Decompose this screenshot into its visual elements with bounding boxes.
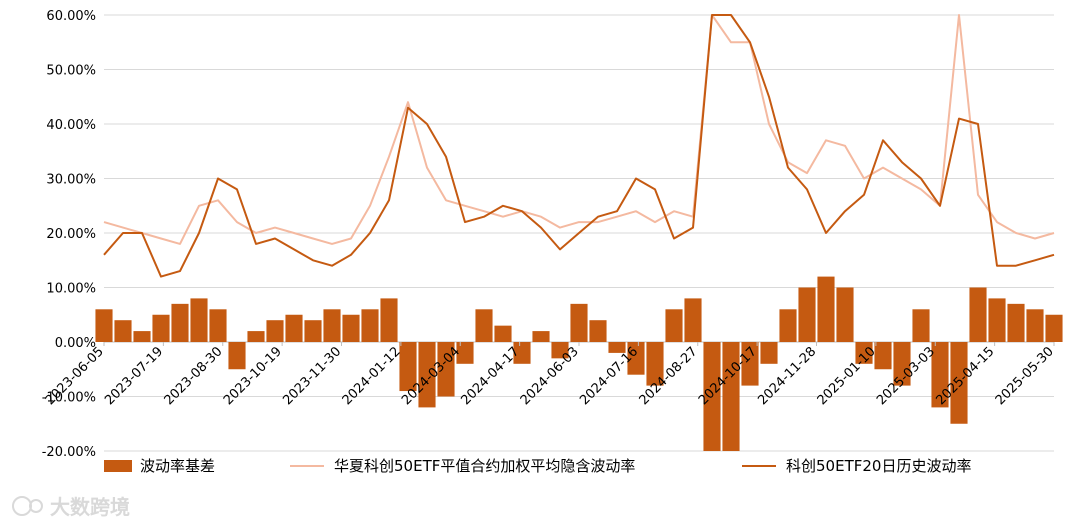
logo-icon [29,499,43,513]
y-axis: -20.00% -10.00% 0.00% 10.00% 20.00% 30.00% 40.… [42,9,96,460]
basis-bars [95,276,1063,451]
implied-vol-line [103,14,1055,245]
basis-bar [551,342,569,359]
basis-bar [779,309,797,342]
x-tick-label: 2024-07-16 [577,344,641,408]
basis-bar [494,325,512,342]
y-tick-label: 0.00% [55,336,96,351]
basis-bar [665,309,683,342]
basis-bar [836,287,854,342]
x-tick-label: 2024-01-12 [340,344,404,408]
basis-bar [608,342,626,353]
basis-bar [285,314,303,342]
y-tick-label: -10.00% [42,391,96,406]
basis-bar [361,309,379,342]
basis-bar [228,342,246,370]
legend-label: 波动率基差 [140,457,215,475]
basis-bar [513,342,531,364]
logo-icon [12,496,32,516]
basis-bar [988,298,1006,342]
basis-bar [570,303,588,342]
basis-bar [931,342,949,408]
basis-bar [950,342,968,424]
y-tick-label: -20.00% [42,445,96,460]
basis-bar [171,303,189,342]
basis-bar [342,314,360,342]
basis-bar [247,331,265,342]
x-tick-label: 2023-07-19 [102,344,166,408]
basis-bar [190,298,208,342]
historical-vol-line [103,14,1055,278]
basis-bar [627,342,645,375]
y-tick-label: 10.00% [46,282,96,297]
watermark-text: 大数跨境 [50,495,130,519]
basis-bar [893,342,911,386]
basis-bar [380,298,398,342]
basis-bar [855,342,873,364]
legend-label: 科创50ETF20日历史波动率 [786,457,971,475]
basis-bar [646,342,664,386]
basis-bar [418,342,436,408]
basis-bar [304,320,322,342]
basis-bar [456,342,474,364]
basis-bar [760,342,778,364]
y-tick-label: 40.00% [46,118,96,133]
x-tick-label: 2024-08-27 [637,344,701,408]
x-tick-label: 2023-11-30 [280,344,344,408]
legend-label: 华夏科创50ETF平值合约加权平均隐含波动率 [334,457,635,475]
basis-bar [95,309,113,342]
basis-bar [114,320,132,342]
y-tick-label: 20.00% [46,227,96,242]
basis-bar [133,331,151,342]
basis-bar [741,342,759,386]
basis-bar [475,309,493,342]
basis-bar [874,342,892,370]
basis-bar [1045,314,1063,342]
basis-bar [152,314,170,342]
y-tick-label: 50.00% [46,64,96,79]
basis-bar [209,309,227,342]
basis-bar [912,309,930,342]
basis-bar [798,287,816,342]
basis-bar [266,320,284,342]
basis-bar [589,320,607,342]
volatility-lines [103,14,1055,278]
basis-bar [684,298,702,342]
basis-bar [703,342,721,451]
basis-bar [399,342,417,392]
basis-bar [722,342,740,451]
x-tick-label: 2025-01-10 [815,344,879,408]
y-tick-label: 30.00% [46,173,96,188]
watermark: 大数跨境 [12,495,130,519]
x-tick-label: 2023-08-30 [162,344,226,408]
legend-swatch [104,460,132,472]
basis-bar [1026,309,1044,342]
y-tick-label: 60.00% [46,9,96,24]
basis-bar [323,309,341,342]
x-tick-label: 2025-05-30 [993,344,1057,408]
basis-bar [437,342,455,397]
basis-bar [532,331,550,342]
legend: 波动率基差 华夏科创50ETF平值合约加权平均隐含波动率 科创50ETF20日历史波… [104,457,971,475]
basis-bar [1007,303,1025,342]
basis-bar [817,276,835,342]
basis-bar [969,287,987,342]
